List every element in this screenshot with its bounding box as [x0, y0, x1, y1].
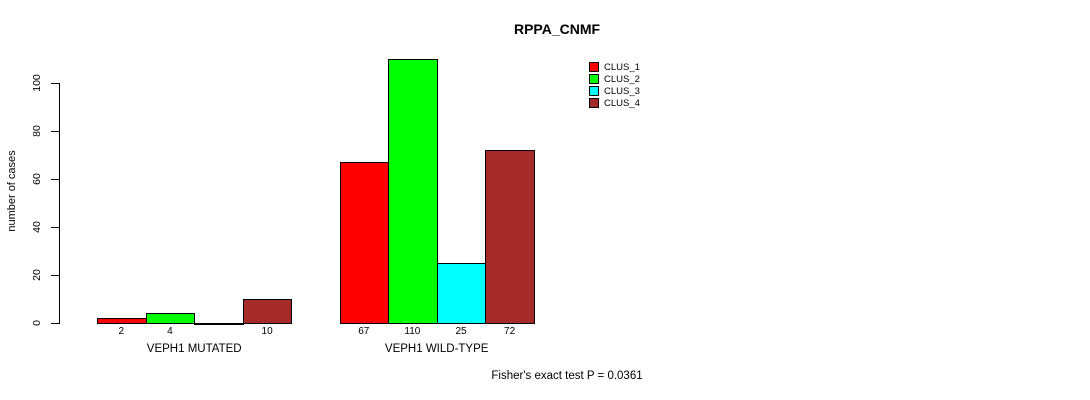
bar-clus_3 [436, 263, 487, 324]
bar-clus_3 [194, 323, 244, 325]
y-tick-mark [51, 227, 59, 228]
bar-clus_2 [145, 313, 196, 324]
y-tick-label: 20 [31, 269, 43, 281]
legend-row: CLUS_4 [589, 97, 640, 109]
y-tick-mark [51, 323, 59, 324]
bar-count-label: 67 [358, 326, 370, 337]
legend-row: CLUS_1 [589, 61, 640, 73]
bar-count-label: 2 [118, 326, 125, 337]
y-tick-label: 100 [31, 74, 43, 92]
bar-clus_2 [388, 59, 438, 324]
legend: CLUS_1 CLUS_2 CLUS_3 CLUS_4 [589, 61, 640, 109]
legend-label: CLUS_4 [604, 97, 640, 109]
y-tick-label: 40 [31, 221, 43, 233]
legend-swatch-icon [589, 74, 599, 84]
legend-row: CLUS_3 [589, 85, 640, 97]
legend-swatch-icon [589, 86, 599, 96]
x-group-label: VEPH1 WILD-TYPE [384, 343, 489, 355]
y-tick-mark [51, 131, 59, 132]
y-axis-line [59, 83, 60, 324]
legend-label: CLUS_2 [604, 73, 640, 85]
legend-swatch-icon [589, 98, 599, 108]
bar-count-label: 10 [261, 326, 273, 337]
bar-clus_1 [97, 318, 147, 324]
y-tick-mark [51, 275, 59, 276]
legend-label: CLUS_1 [604, 61, 640, 73]
bar-count-label: 25 [455, 326, 467, 337]
y-tick-mark [51, 83, 59, 84]
y-axis-label: number of cases [6, 150, 18, 232]
bar-count-label: 72 [504, 326, 516, 337]
annotation-text: Fisher's exact test P = 0.0361 [491, 370, 643, 382]
legend-row: CLUS_2 [589, 73, 640, 85]
bar-count-label: 4 [167, 326, 173, 337]
y-tick-label: 80 [31, 125, 43, 137]
y-tick-mark [51, 179, 59, 180]
bar-clus_4 [485, 150, 535, 324]
x-group-label: VEPH1 MUTATED [146, 343, 242, 355]
bar-clus_1 [339, 162, 390, 324]
legend-label: CLUS_3 [604, 85, 640, 97]
y-tick-label: 0 [31, 320, 43, 326]
y-tick-label: 60 [31, 173, 43, 185]
chart-title: RPPA_CNMF [513, 21, 601, 37]
bar-clus_4 [242, 299, 293, 324]
bar-count-label: 110 [404, 326, 421, 337]
legend-swatch-icon [589, 62, 599, 72]
